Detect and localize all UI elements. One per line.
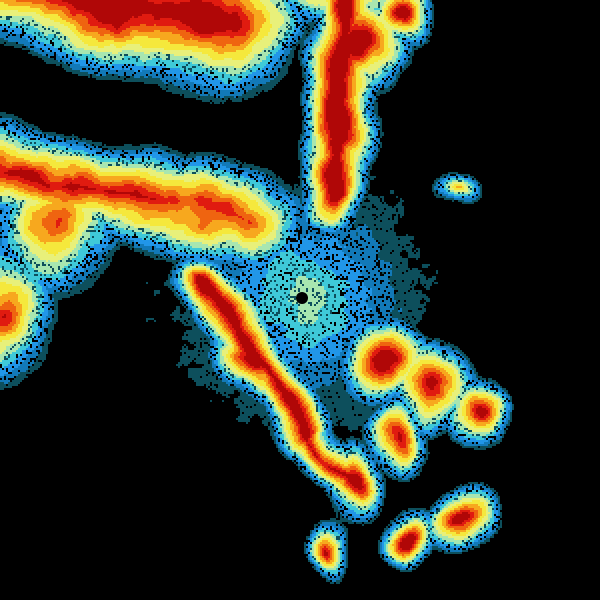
radar-reflectivity-image[interactable]: Base Reflectivity dBZ	[0, 0, 600, 600]
radar-reflectivity-canvas[interactable]	[0, 0, 600, 600]
